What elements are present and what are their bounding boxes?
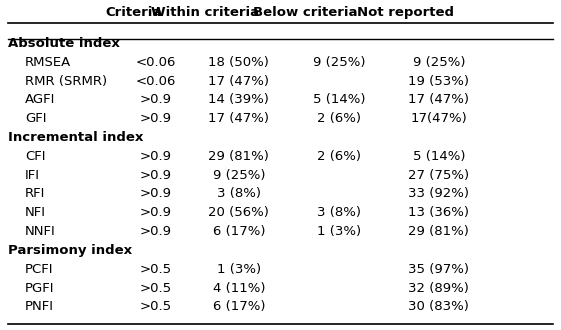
Text: 9 (25%): 9 (25%) [213, 169, 265, 182]
Text: Within criteria: Within criteria [151, 6, 260, 19]
Text: 2 (6%): 2 (6%) [317, 150, 361, 163]
Text: 1 (3%): 1 (3%) [317, 225, 361, 238]
Text: 20 (56%): 20 (56%) [208, 206, 269, 219]
Text: Incremental index: Incremental index [8, 131, 144, 144]
Text: Criteria: Criteria [105, 6, 162, 19]
Text: 2 (6%): 2 (6%) [317, 112, 361, 125]
Text: 35 (97%): 35 (97%) [408, 263, 470, 276]
Text: >0.9: >0.9 [140, 187, 172, 201]
Text: GFI: GFI [25, 112, 47, 125]
Text: 33 (92%): 33 (92%) [408, 187, 470, 201]
Text: 32 (89%): 32 (89%) [408, 281, 469, 294]
Text: 9 (25%): 9 (25%) [312, 56, 365, 69]
Text: PNFI: PNFI [25, 300, 54, 313]
Text: >0.9: >0.9 [140, 150, 172, 163]
Text: 5 (14%): 5 (14%) [412, 150, 465, 163]
Text: RMR (SRMR): RMR (SRMR) [25, 75, 107, 88]
Text: >0.5: >0.5 [140, 281, 172, 294]
Text: 29 (81%): 29 (81%) [208, 150, 269, 163]
Text: 27 (75%): 27 (75%) [408, 169, 470, 182]
Text: 9 (25%): 9 (25%) [412, 56, 465, 69]
Text: 4 (11%): 4 (11%) [213, 281, 265, 294]
Text: PCFI: PCFI [25, 263, 53, 276]
Text: 5 (14%): 5 (14%) [312, 93, 365, 107]
Text: 19 (53%): 19 (53%) [408, 75, 470, 88]
Text: IFI: IFI [25, 169, 40, 182]
Text: NFI: NFI [25, 206, 46, 219]
Text: >0.9: >0.9 [140, 206, 172, 219]
Text: >0.5: >0.5 [140, 263, 172, 276]
Text: AGFI: AGFI [25, 93, 56, 107]
Text: CFI: CFI [25, 150, 45, 163]
Text: 1 (3%): 1 (3%) [217, 263, 261, 276]
Text: PGFI: PGFI [25, 281, 54, 294]
Text: NNFI: NNFI [25, 225, 56, 238]
Text: >0.9: >0.9 [140, 112, 172, 125]
Text: <0.06: <0.06 [135, 56, 176, 69]
Text: >0.9: >0.9 [140, 169, 172, 182]
Text: 17 (47%): 17 (47%) [208, 112, 269, 125]
Text: >0.5: >0.5 [140, 300, 172, 313]
Text: Below criteria: Below criteria [253, 6, 358, 19]
Text: >0.9: >0.9 [140, 225, 172, 238]
Text: 3 (8%): 3 (8%) [317, 206, 361, 219]
Text: 30 (83%): 30 (83%) [408, 300, 469, 313]
Text: 17(47%): 17(47%) [411, 112, 467, 125]
Text: RFI: RFI [25, 187, 45, 201]
Text: 29 (81%): 29 (81%) [408, 225, 469, 238]
Text: Not reported: Not reported [357, 6, 454, 19]
Text: <0.06: <0.06 [135, 75, 176, 88]
Text: 18 (50%): 18 (50%) [208, 56, 269, 69]
Text: 6 (17%): 6 (17%) [213, 225, 265, 238]
Text: 13 (36%): 13 (36%) [408, 206, 470, 219]
Text: 3 (8%): 3 (8%) [217, 187, 261, 201]
Text: RMSEA: RMSEA [25, 56, 71, 69]
Text: Parsimony index: Parsimony index [8, 244, 132, 257]
Text: 17 (47%): 17 (47%) [208, 75, 269, 88]
Text: >0.9: >0.9 [140, 93, 172, 107]
Text: 14 (39%): 14 (39%) [208, 93, 269, 107]
Text: Absolute index: Absolute index [8, 37, 120, 50]
Text: 6 (17%): 6 (17%) [213, 300, 265, 313]
Text: 17 (47%): 17 (47%) [408, 93, 470, 107]
